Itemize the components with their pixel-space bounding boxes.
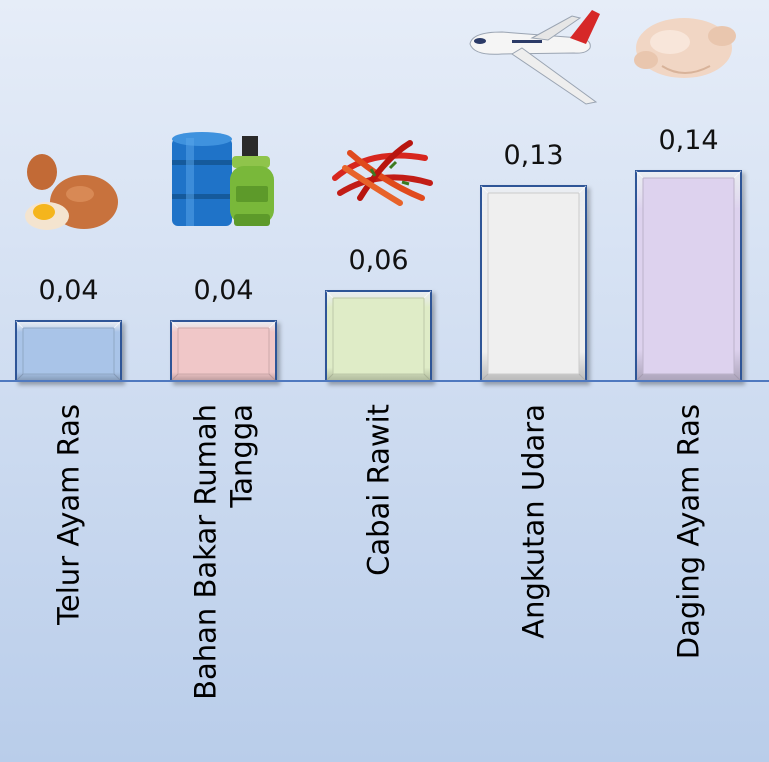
bar-2	[325, 290, 432, 382]
category-label-2: Cabai Rawit	[362, 404, 396, 576]
fuel-drum-and-gas-cylinder-icon	[172, 132, 274, 226]
value-label-3: 0,13	[503, 140, 563, 171]
category-label-1: Bahan Bakar RumahTangga	[189, 404, 259, 700]
chili-peppers-icon	[332, 140, 433, 206]
category-label-3: Angkutan Udara	[517, 404, 551, 639]
value-label-4: 0,14	[658, 125, 718, 156]
value-label-1: 0,04	[193, 275, 253, 306]
value-label-0: 0,04	[38, 275, 98, 306]
raw-chicken-icon	[634, 18, 736, 78]
category-label-0: Telur Ayam Ras	[52, 404, 86, 626]
category-label-4: Daging Ayam Ras	[672, 404, 706, 659]
bar-3	[480, 185, 587, 382]
value-label-2: 0,06	[348, 245, 408, 276]
bar-0	[15, 320, 122, 382]
airplane-icon	[469, 10, 600, 105]
bar-4	[635, 170, 742, 382]
bar-1	[170, 320, 277, 382]
eggs-icon	[25, 154, 118, 230]
